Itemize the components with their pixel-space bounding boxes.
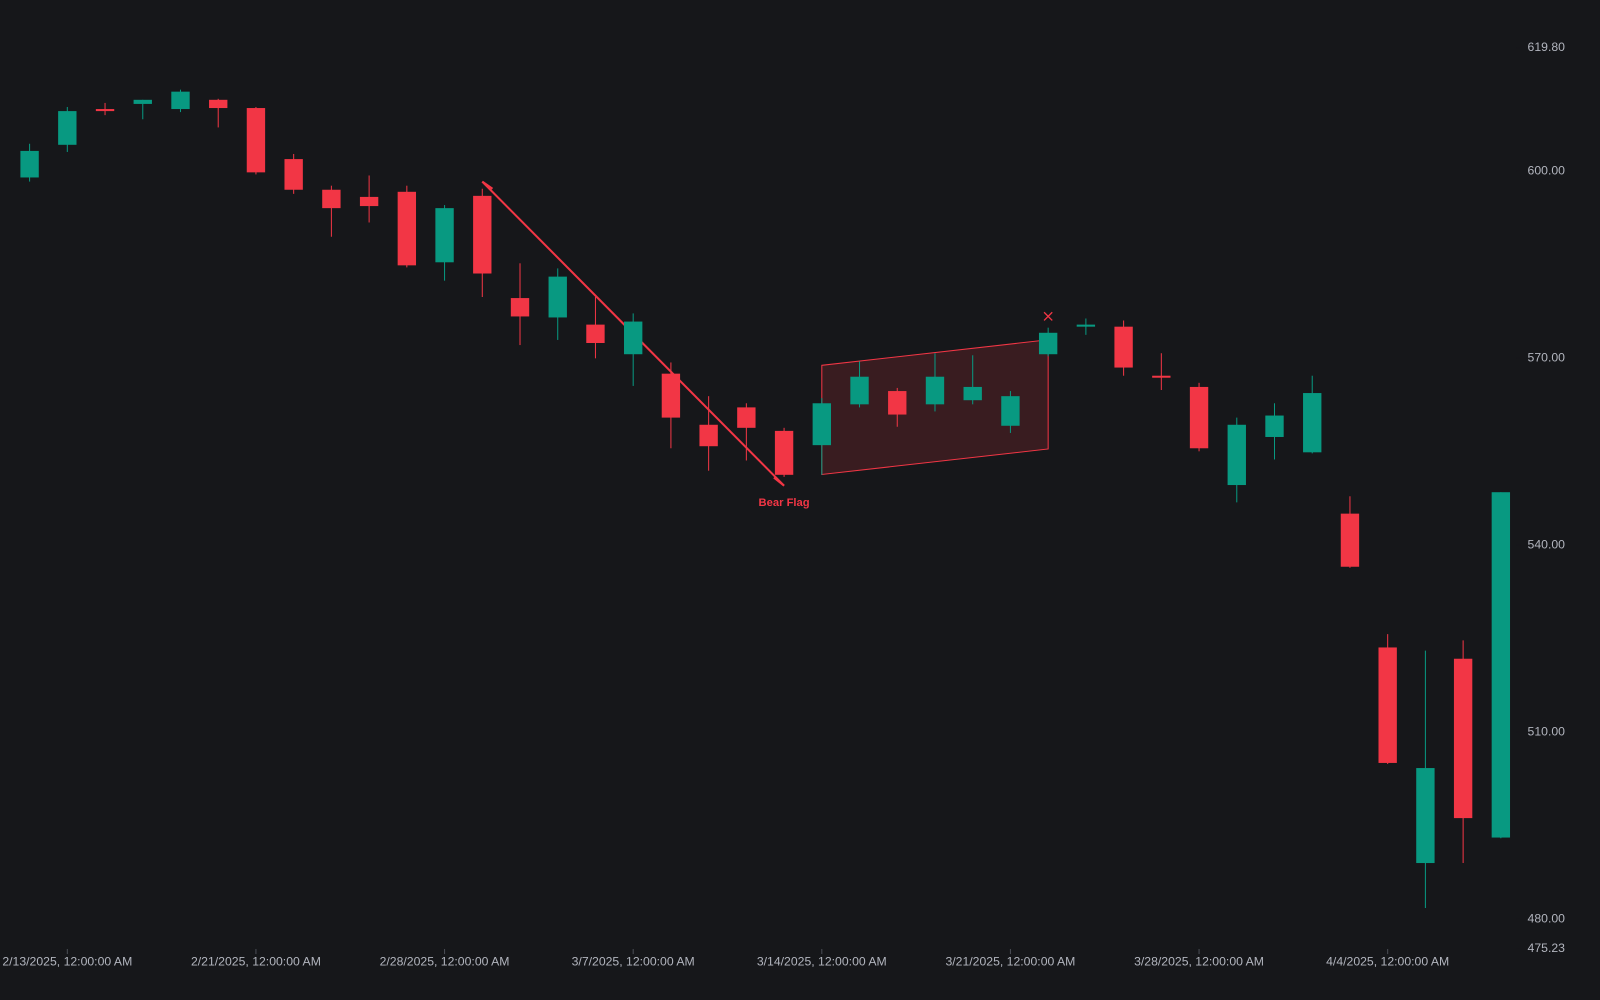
candle-body: [925, 376, 945, 405]
candle-body: [473, 195, 492, 274]
y-tick-label: 570.00: [1528, 351, 1566, 365]
candle-body: [850, 376, 869, 405]
y-tick-label: 540.00: [1528, 538, 1566, 552]
candle-body: [1189, 386, 1209, 449]
x-tick-label: 2/21/2025, 12:00:00 AM: [191, 954, 321, 968]
candle-body: [1076, 324, 1096, 327]
candle-body: [1114, 326, 1133, 368]
y-tick-label: 480.00: [1528, 911, 1566, 925]
candle-body: [95, 109, 115, 112]
x-tick-label: 3/7/2025, 12:00:00 AM: [572, 954, 695, 968]
flag-pole-cap: [481, 180, 494, 190]
x-tick-label: 3/21/2025, 12:00:00 AM: [945, 954, 1075, 968]
candle-body: [133, 99, 152, 104]
candle-body: [397, 191, 417, 266]
candle-body: [284, 159, 303, 190]
candle-body: [1340, 513, 1360, 567]
candles: [20, 89, 1511, 909]
axes: 475.23 480.00 510.00 540.00 570.00 600.00 619.…: [2, 40, 1565, 968]
candle-body: [171, 91, 190, 110]
y-tick-label: 475.23: [1528, 941, 1566, 955]
candle-body: [586, 324, 605, 344]
candle-body: [1227, 424, 1246, 486]
candle-body: [1416, 768, 1435, 864]
flag-pole-cap: [773, 476, 785, 487]
x-tick-label: 4/4/2025, 12:00:00 AM: [1326, 954, 1449, 968]
x-tick-label: 2/28/2025, 12:00:00 AM: [380, 954, 510, 968]
candle-body: [1038, 332, 1058, 355]
candle-body: [1453, 658, 1473, 819]
pattern-label: Bear Flag: [759, 497, 810, 509]
y-tick-label: 600.00: [1528, 164, 1566, 178]
candle-body: [1378, 647, 1397, 763]
candle-body: [1491, 492, 1511, 838]
candle-body: [1303, 393, 1322, 453]
candle-body: [699, 424, 718, 447]
candle-body: [1001, 396, 1020, 426]
candle-body: [435, 208, 454, 263]
candle-body: [359, 196, 379, 207]
candle-body: [624, 321, 643, 355]
x-tick-label: 3/28/2025, 12:00:00 AM: [1134, 954, 1264, 968]
x-tick-label: 2/13/2025, 12:00:00 AM: [2, 954, 132, 968]
candle-body: [1152, 375, 1171, 378]
candle-body: [737, 407, 756, 428]
candle-body: [246, 108, 266, 173]
candle-body: [661, 373, 681, 418]
candle-body: [58, 111, 77, 145]
y-tick-label: 619.80: [1528, 40, 1566, 54]
candle-body: [510, 298, 530, 317]
y-tick-label: 510.00: [1528, 725, 1566, 739]
candle-body: [812, 403, 831, 446]
candle-body: [888, 391, 907, 415]
candle-body: [20, 150, 39, 178]
candle-body: [548, 276, 567, 318]
breakout-marker: [1043, 311, 1053, 321]
candle-body: [209, 99, 228, 109]
candle-body: [963, 386, 982, 401]
candle-body: [322, 189, 341, 209]
x-tick-label: 3/14/2025, 12:00:00 AM: [757, 954, 887, 968]
candle-body: [774, 430, 794, 475]
candle-body: [1265, 415, 1284, 437]
